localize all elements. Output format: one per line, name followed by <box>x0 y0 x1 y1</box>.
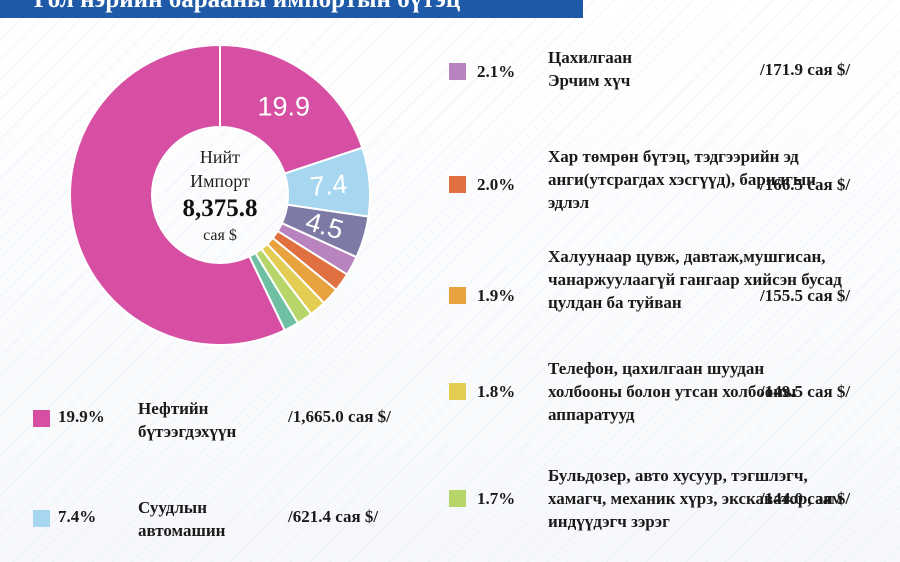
center-unit: сая $ <box>203 227 237 244</box>
legend-percent: 19.9% <box>58 407 105 426</box>
slice-value-label: 19.9 <box>258 92 311 122</box>
legend-name: Халуунаар цувж, давтаж,мушгисан, чанаржу… <box>548 247 842 312</box>
legend-value: /149.5 сая $/ <box>760 382 851 401</box>
donut-center-label: Нийт Импорт 8,375.8 сая $ <box>160 145 280 247</box>
legend-swatch <box>449 287 466 304</box>
center-import-word: Импорт <box>190 171 250 191</box>
legend-swatch <box>449 176 466 193</box>
legend-value: /155.5 сая $/ <box>760 286 851 305</box>
title-banner: Гол нэрийн барааны импортын бүтэц <box>0 0 583 18</box>
legend-value: /1,665.0 сая $/ <box>288 407 391 426</box>
legend-name: Цахилгаан Эрчим хүч <box>548 48 633 90</box>
legend-swatch <box>449 63 466 80</box>
legend-name: Суудлын автомашин <box>138 498 226 540</box>
chart-title: Гол нэрийн барааны импортын бүтэц <box>34 0 460 14</box>
center-total-value: 8,375.8 <box>182 195 258 222</box>
legend-swatch <box>449 490 466 507</box>
legend-swatch <box>33 510 50 527</box>
legend-value: /171.9 сая $/ <box>760 60 851 79</box>
donut-slice <box>69 45 287 346</box>
legend-percent: 1.8% <box>477 382 516 401</box>
legend-name: Хар төмрөн бүтэц, тэдгээрийн эд анги(утс… <box>548 147 816 212</box>
legend-percent: 1.9% <box>477 286 516 305</box>
legend-value: /144.0 сая $/ <box>760 489 851 508</box>
donut-slice <box>219 45 364 175</box>
legend-name: Бульдозер, авто хусуур, тэгшлэгч, хамагч… <box>548 466 843 531</box>
donut-chart: 19.97.44.5 <box>69 45 371 346</box>
legend-percent: 2.1% <box>477 62 516 81</box>
legend-name: Телефон, цахилгаан шуудан холбооны болон… <box>548 359 797 424</box>
legend-name: Нефтийн бүтээгдэхүүн <box>138 399 237 441</box>
legend-percent: 2.0% <box>477 175 516 194</box>
center-total-word: Нийт <box>199 147 241 167</box>
legend-percent: 1.7% <box>477 489 516 508</box>
legend-swatch <box>449 383 466 400</box>
legend-value: /166.5 сая $/ <box>760 175 851 194</box>
slice-value-label: 7.4 <box>309 169 349 202</box>
legend-percent: 7.4% <box>58 507 97 526</box>
legend-swatch <box>33 410 50 427</box>
legend-value: /621.4 сая $/ <box>288 507 379 526</box>
